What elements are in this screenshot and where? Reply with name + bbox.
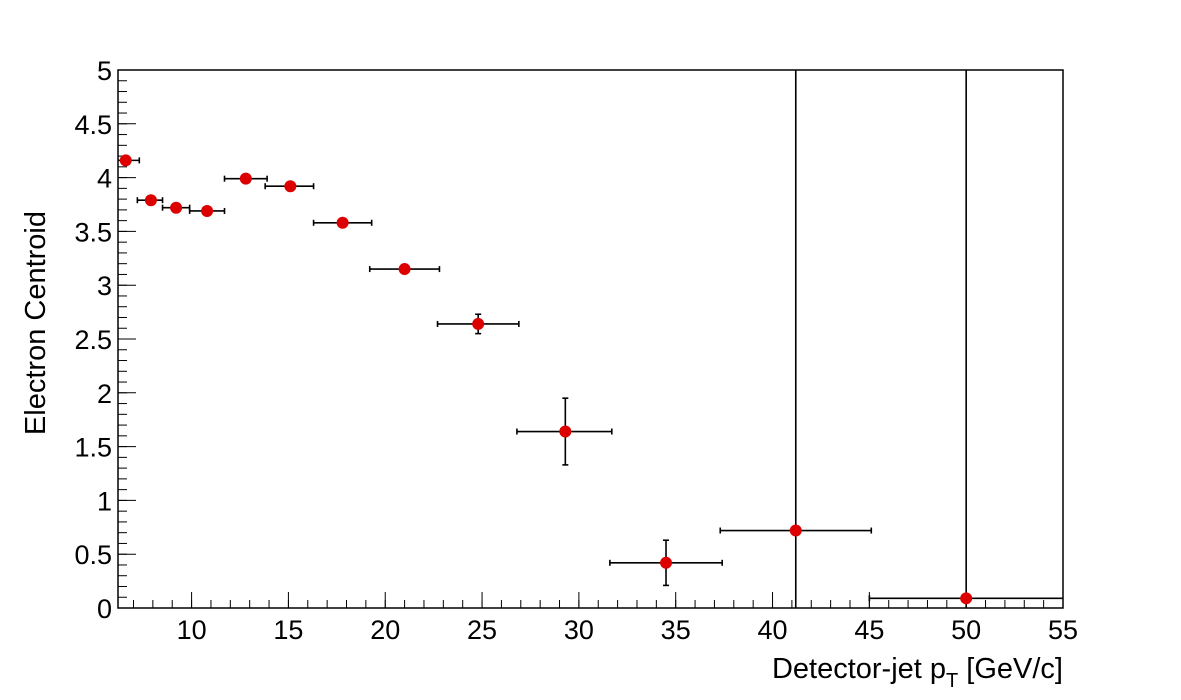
y-tick-label: 0.5 bbox=[74, 540, 112, 570]
y-tick-label: 3 bbox=[97, 271, 112, 301]
data-point bbox=[960, 592, 973, 605]
y-tick-label: 4 bbox=[97, 164, 112, 194]
y-tick-label: 1 bbox=[97, 486, 112, 516]
x-tick-label: 55 bbox=[1048, 615, 1078, 645]
y-tick-label: 4.5 bbox=[74, 110, 112, 140]
x-axis-title: Detector-jet pT [GeV/c] bbox=[772, 653, 1063, 692]
x-tick-label: 45 bbox=[854, 615, 884, 645]
data-point bbox=[559, 425, 572, 438]
x-tick-label: 35 bbox=[661, 615, 691, 645]
x-tick-label: 20 bbox=[370, 615, 400, 645]
data-point bbox=[144, 194, 157, 207]
axis-ticks bbox=[118, 69, 1064, 609]
x-axis-title-subscript: T bbox=[946, 670, 958, 692]
data-point bbox=[398, 263, 411, 276]
data-point bbox=[336, 216, 349, 229]
tick-labels: 0 0.5 1 1.5 2 2.5 3 3.5 4 4.5 5 10 15 20 25 30 35 40 45 50 5… bbox=[74, 56, 1078, 645]
error-bars bbox=[118, 70, 1063, 608]
x-tick-label: 30 bbox=[564, 615, 594, 645]
y-tick-label: 5 bbox=[97, 56, 112, 86]
x-tick-label: 40 bbox=[758, 615, 788, 645]
data-point bbox=[284, 180, 297, 193]
data-point bbox=[201, 204, 214, 217]
data-point bbox=[660, 556, 673, 569]
x-tick-label: 50 bbox=[951, 615, 981, 645]
y-axis-title: Electron Centroid bbox=[20, 211, 52, 435]
x-axis-title-main: Detector-jet p bbox=[772, 653, 946, 685]
y-tick-label: 2.5 bbox=[74, 325, 112, 355]
data-point bbox=[472, 317, 485, 330]
x-tick-label: 15 bbox=[273, 615, 303, 645]
x-tick-label: 25 bbox=[467, 615, 497, 645]
data-point bbox=[789, 524, 802, 537]
y-tick-label: 1.5 bbox=[74, 433, 112, 463]
data-point bbox=[119, 154, 132, 167]
y-tick-label: 0 bbox=[97, 594, 112, 624]
y-tick-label: 2 bbox=[97, 379, 112, 409]
data-point bbox=[170, 201, 183, 214]
x-tick-label: 10 bbox=[177, 615, 207, 645]
data-markers bbox=[119, 154, 973, 605]
y-tick-label: 3.5 bbox=[74, 217, 112, 247]
plot-frame bbox=[117, 69, 1064, 609]
data-point bbox=[239, 172, 252, 185]
x-axis-title-unit: [GeV/c] bbox=[958, 653, 1063, 685]
